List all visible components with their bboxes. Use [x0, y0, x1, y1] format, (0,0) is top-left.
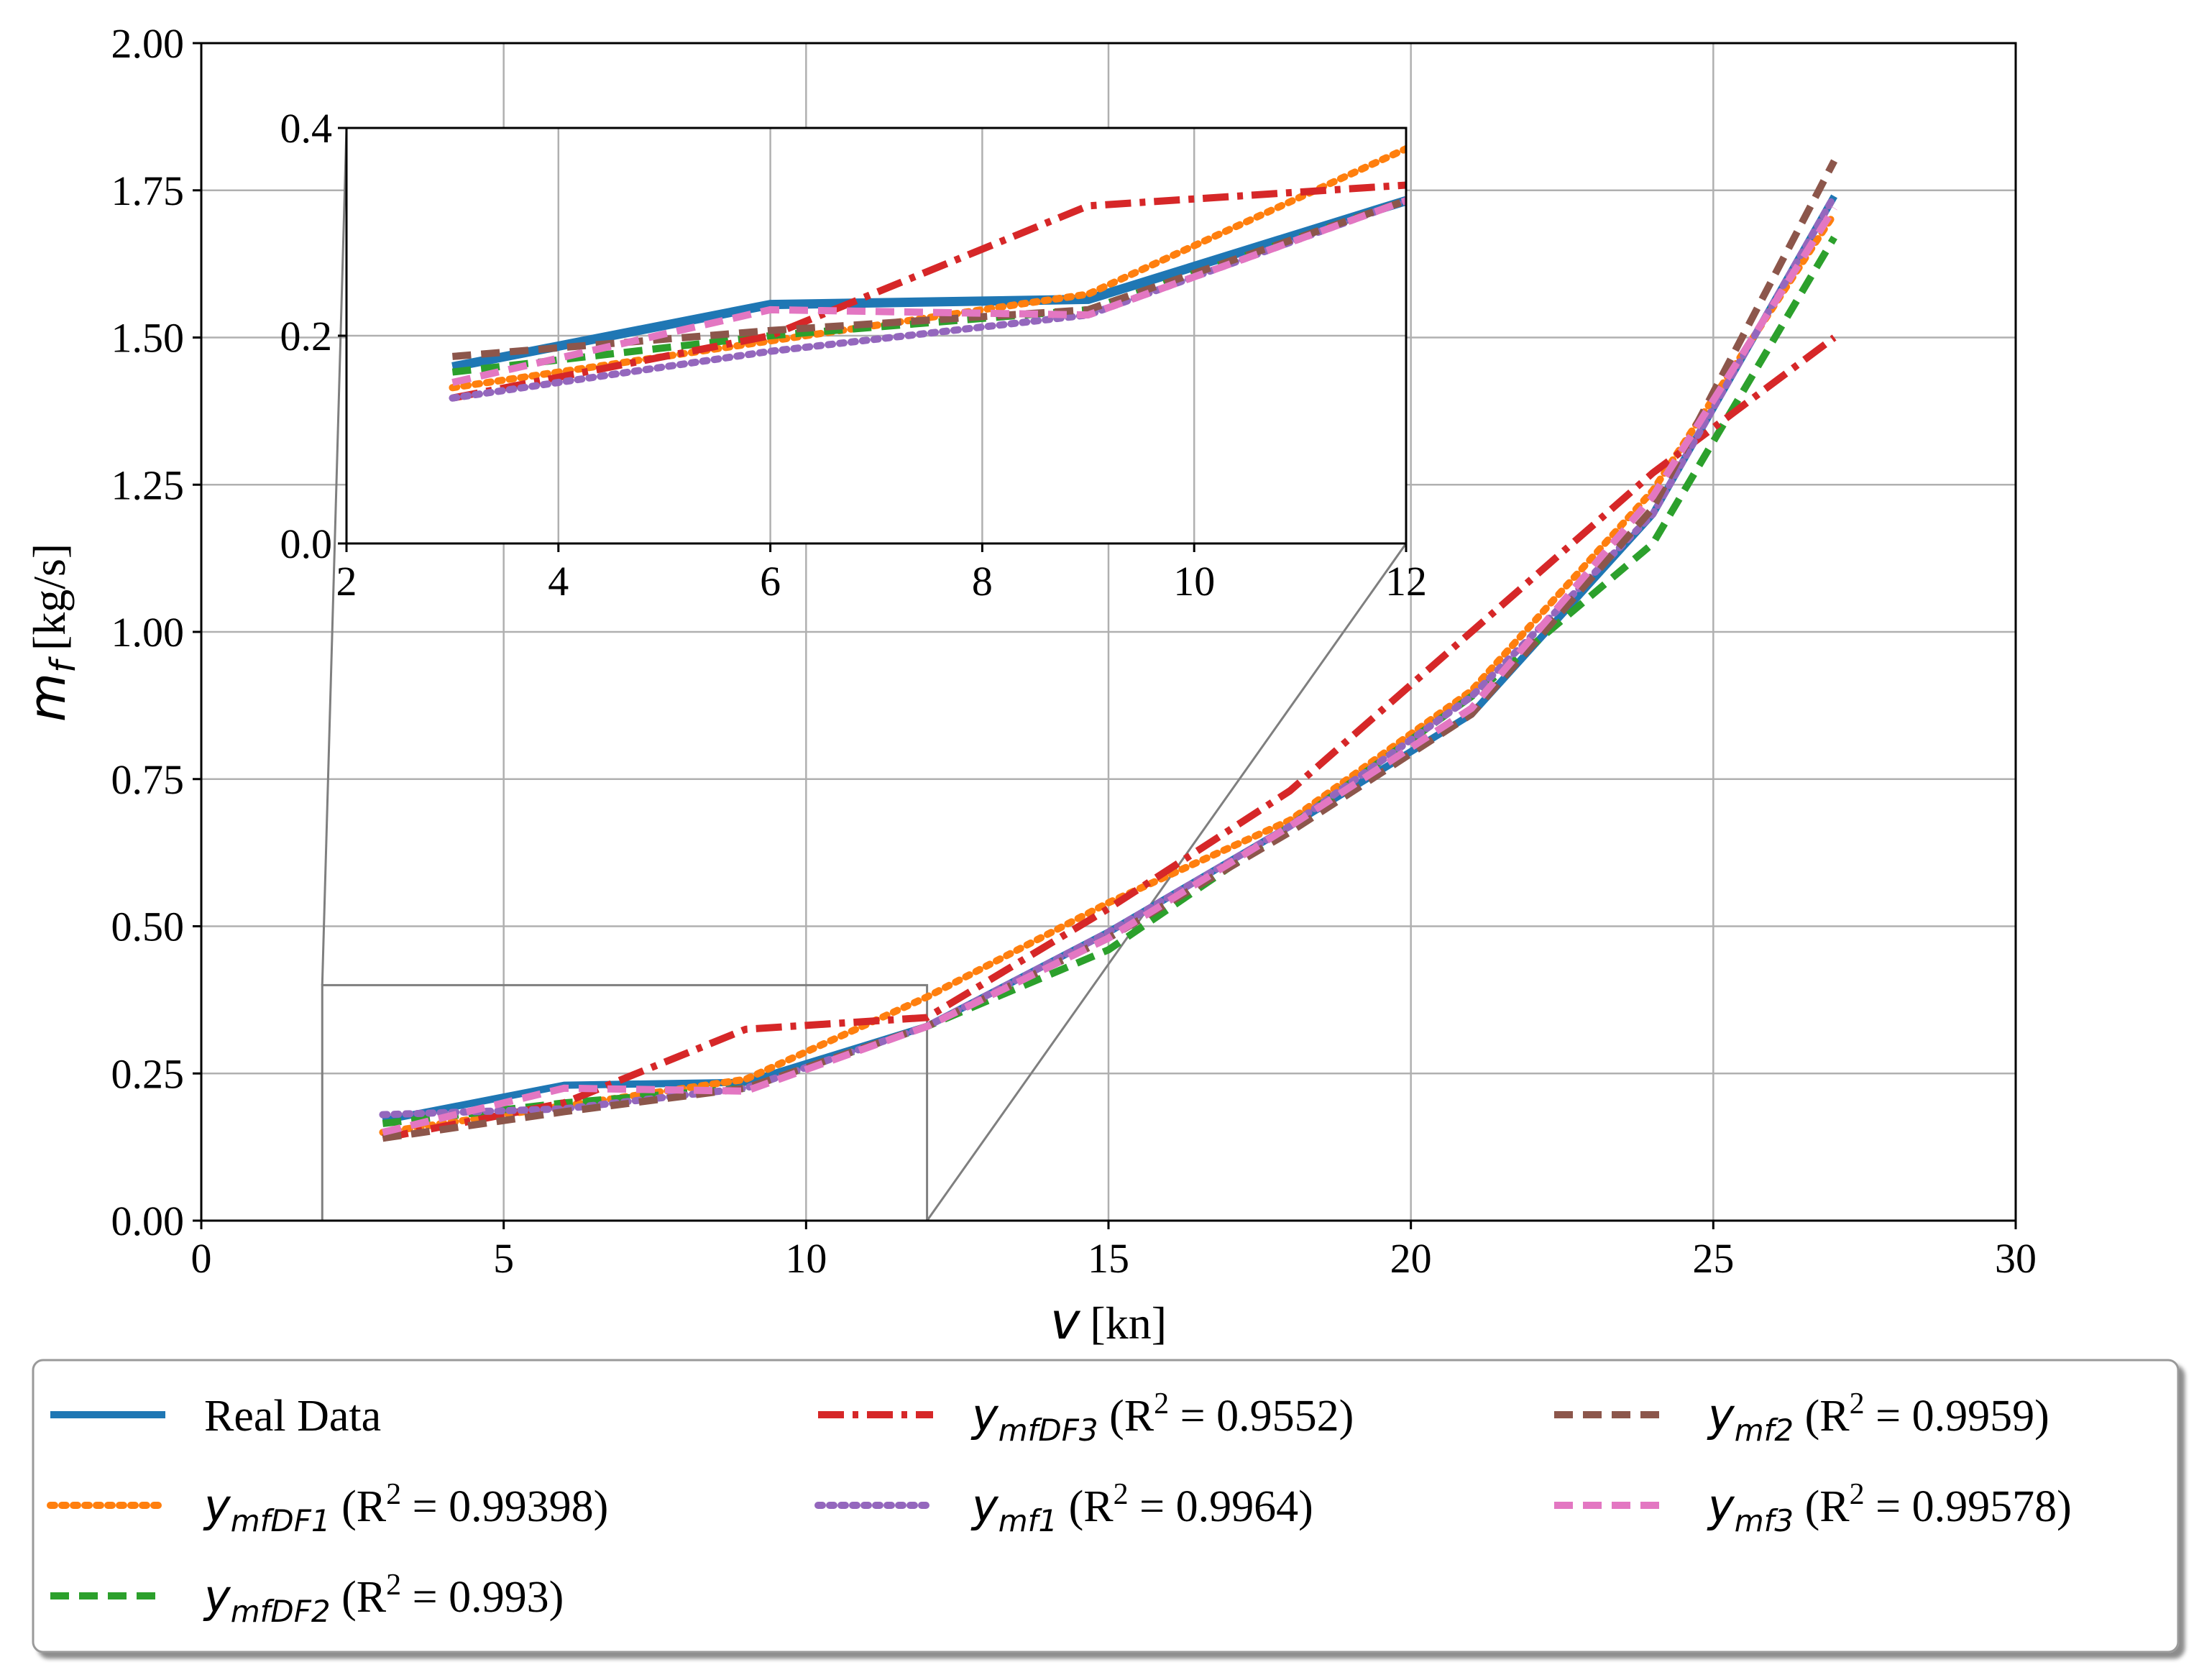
y-tick-label: 2.00: [111, 20, 185, 67]
x-tick-label: 10: [785, 1235, 827, 1282]
x-tick-label: 5: [493, 1235, 514, 1282]
inset-x-tick-label: 4: [548, 558, 569, 605]
x-axis-symbol: v: [1050, 1292, 1081, 1351]
legend-box: [32, 1359, 2180, 1653]
y-tick-label: 0.00: [111, 1198, 185, 1244]
inset-series-line-df3: [451, 181, 1406, 402]
inset-x-tick-label: 8: [972, 558, 993, 605]
y-tick-label: 1.25: [111, 462, 185, 508]
legend-label-mf1: ymf1 (R2 = 0.9964): [970, 1478, 1313, 1538]
inset-y-tick-label: 0.0: [280, 520, 333, 567]
legend-label-real: Real Data: [204, 1392, 381, 1441]
y-axis-symbol: m: [18, 673, 77, 722]
y-axis-subscript: f: [43, 656, 83, 673]
inset-ticks: 2 4 6 8 10 12 0.0 0.2 0.4: [280, 105, 1428, 605]
inset-x-tick-label: 6: [760, 558, 781, 605]
x-tick-label: 30: [1995, 1235, 2037, 1282]
x-tick-label: 0: [191, 1235, 212, 1282]
zoom-connector-left: [321, 127, 348, 986]
inset-y-tick-label: 0.2: [280, 313, 333, 359]
inset-series-line-mf3: [451, 197, 1406, 386]
zoom-indicator: [321, 127, 1408, 1222]
x-tick-label: 15: [1088, 1235, 1129, 1282]
series-line-df2: [382, 235, 1837, 1127]
legend-label-mf3: ymf3 (R2 = 0.99578): [1707, 1478, 2072, 1538]
series-line-mf3: [382, 206, 1837, 1137]
main-series: [379, 159, 1838, 1142]
x-tick-label: 20: [1390, 1235, 1432, 1282]
inset-y-tick-label: 0.4: [280, 105, 333, 152]
y-tick-label: 0.75: [111, 756, 185, 803]
y-tick-label: 1.00: [111, 609, 185, 656]
legend-label-mf2: ymf2 (R2 = 0.9959): [1707, 1387, 2049, 1448]
inset-series-line-real: [451, 196, 1406, 372]
x-axis-unit: [kn]: [1090, 1298, 1167, 1349]
inset-x-tick-label: 10: [1173, 558, 1215, 605]
inset-x-tick-label: 12: [1385, 558, 1427, 605]
series-line-df3: [382, 334, 1837, 1142]
x-tick-label: 25: [1692, 1235, 1734, 1282]
main-ticks: 0 5 10 15 20 25 30 0.00 0.25 0.50 0.75 1.00 1.25 1.50…: [111, 20, 2037, 1282]
y-axis-unit: [kg/s]: [24, 543, 75, 651]
y-tick-label: 1.75: [111, 167, 185, 214]
y-tick-label: 0.25: [111, 1050, 185, 1097]
inset-x-tick-label: 2: [336, 558, 357, 605]
legend-label-df3: ymfDF3 (R2 = 0.9552): [970, 1387, 1354, 1448]
legend-label-df1: ymfDF1 (R2 = 0.99398): [203, 1478, 608, 1538]
legend-label-df2: ymfDF2 (R2 = 0.993): [203, 1569, 564, 1629]
y-axis-label: mf [kg/s]: [18, 543, 83, 722]
y-tick-label: 0.50: [111, 904, 185, 950]
y-tick-label: 1.50: [111, 315, 185, 362]
zoom-connector-right: [926, 543, 1408, 1221]
inset-series: [449, 144, 1406, 402]
legend: Real Data ymfDF1 (R2 = 0.99398) ymfDF2 (R2…: [32, 1359, 2180, 1653]
x-axis-label: v [kn]: [1050, 1292, 1167, 1351]
